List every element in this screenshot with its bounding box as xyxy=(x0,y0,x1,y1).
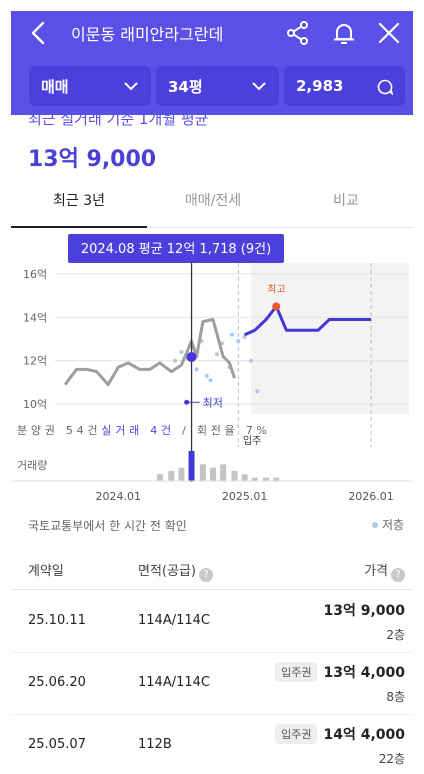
volume-bar xyxy=(210,467,217,481)
chevron-down-icon xyxy=(124,82,138,91)
deal-price: 13억 9,000 xyxy=(323,603,405,619)
contract-date: 25.05.07 xyxy=(28,737,86,752)
volume-bar xyxy=(251,477,258,481)
supply-area: 114A/114C xyxy=(138,675,210,690)
top-bar: 이문동 래미안라그란데 매매 34평 2,983 xyxy=(11,11,413,115)
low-floor-legend-marker xyxy=(372,522,378,528)
x-tick-label: 2026.01 xyxy=(348,490,394,503)
transaction-dot xyxy=(236,339,241,344)
table-row[interactable]: 25.06.20 114A/114C 입주권 13억 4,000 8층 xyxy=(11,653,413,715)
data-source-note: 국토교통부에서 한 시간 전 확인 xyxy=(28,519,187,533)
y-tick-label: 16억 xyxy=(23,268,47,281)
tab-sale-jeonse[interactable]: 매매/전세 xyxy=(184,193,242,209)
transaction-dot xyxy=(194,367,199,372)
transaction-dot xyxy=(179,350,184,355)
close-icon[interactable] xyxy=(376,20,402,46)
tab-compare[interactable]: 비교 xyxy=(333,193,359,209)
volume-bar xyxy=(231,471,238,481)
volume-bar xyxy=(168,471,175,481)
volume-bar xyxy=(263,477,270,481)
table-row[interactable]: 25.05.07 112B 입주권 14억 4,000 22층 xyxy=(11,715,413,774)
y-tick-label: 14억 xyxy=(23,311,47,324)
title-row: 이문동 래미안라그란데 xyxy=(11,11,413,55)
transaction-dot xyxy=(248,358,253,363)
volume-bar xyxy=(220,464,227,481)
share-icon[interactable] xyxy=(285,20,311,46)
volume-bar xyxy=(241,474,248,481)
x-tick-label: 2024.01 xyxy=(95,490,141,503)
x-tick-label: 2025.01 xyxy=(222,490,268,503)
supply-area: 114A/114C xyxy=(138,613,210,628)
listing-count: 2,983 xyxy=(296,77,344,95)
series-line xyxy=(63,318,236,387)
future-region xyxy=(250,263,409,414)
bell-icon[interactable] xyxy=(331,20,357,46)
transaction-dot xyxy=(173,358,178,363)
chart-tabs: 최근 3년 매매/전세 비교 xyxy=(11,180,413,228)
volume-bar xyxy=(199,464,206,481)
floor: 22층 xyxy=(378,752,405,766)
low-floor-legend-label: 저층 xyxy=(382,518,405,532)
transaction-dot xyxy=(204,373,209,378)
contract-date: 25.06.20 xyxy=(28,675,86,690)
min-label: 최저 xyxy=(203,396,223,409)
deal-price: 입주권 14억 4,000 xyxy=(275,724,405,744)
y-tick-label: 12억 xyxy=(23,355,47,368)
price-chart[interactable]: 16억 14억 12억 10억 최저 최고 2024.08 평균 12억 1,718 (9건… xyxy=(11,232,413,532)
transaction-dot xyxy=(214,352,219,357)
back-arrow-icon[interactable] xyxy=(25,19,53,47)
y-tick-label: 10억 xyxy=(23,398,47,411)
supply-area: 112B xyxy=(138,737,172,752)
occupancy-right-badge: 입주권 xyxy=(275,724,318,744)
average-price: 13억 9,000 xyxy=(28,147,157,172)
trade-type-value: 매매 xyxy=(41,77,69,96)
volume-bar xyxy=(188,451,195,481)
move-in-label: 입주 xyxy=(243,434,261,447)
column-price[interactable]: 가격? xyxy=(364,560,405,582)
size-value: 34평 xyxy=(168,77,203,96)
contract-date: 25.10.11 xyxy=(28,613,86,628)
tab-recent-3y[interactable]: 최근 3년 xyxy=(11,180,147,228)
transaction-dot xyxy=(208,378,213,383)
volume-label: 거래량 xyxy=(17,459,47,472)
tooltip-text: 2024.08 평균 12억 1,718 (9건) xyxy=(81,242,271,257)
max-point xyxy=(272,302,281,311)
min-point xyxy=(184,399,190,405)
turnover-info: 분양권 54건 실거래 4건 / 회전율 7% xyxy=(17,424,267,437)
floor: 8층 xyxy=(386,690,405,704)
trade-type-select[interactable]: 매매 xyxy=(29,66,151,106)
chevron-down-icon xyxy=(252,82,266,91)
series-line xyxy=(244,304,372,337)
table-row[interactable]: 25.10.11 114A/114C 13억 9,000 2층 xyxy=(11,591,413,653)
listing-count-button[interactable]: 2,983 xyxy=(284,66,405,106)
help-icon: ? xyxy=(391,568,405,582)
deal-price: 입주권 13억 4,000 xyxy=(275,662,405,682)
tooltip-box xyxy=(68,234,284,263)
volume-bar xyxy=(273,477,280,481)
price-basis-label: 최근 실거래 기준 1개월 평균 xyxy=(28,113,209,127)
floor: 2층 xyxy=(386,628,405,642)
volume-bar xyxy=(156,474,163,481)
help-icon: ? xyxy=(198,568,213,582)
column-date: 계약일 xyxy=(28,564,64,579)
highlight-point xyxy=(186,352,197,363)
transactions-header: 계약일 면적(공급)? 가격? xyxy=(11,546,413,590)
column-area[interactable]: 면적(공급)? xyxy=(138,560,213,582)
page-title: 이문동 래미안라그란데 xyxy=(71,25,224,44)
max-label: 최고 xyxy=(267,283,285,295)
chat-bubble-icon xyxy=(377,79,393,95)
occupancy-right-badge: 입주권 xyxy=(275,662,318,682)
volume-bar xyxy=(178,467,185,481)
transaction-dot xyxy=(255,389,260,394)
size-select[interactable]: 34평 xyxy=(156,66,279,106)
transaction-dot xyxy=(230,332,234,337)
